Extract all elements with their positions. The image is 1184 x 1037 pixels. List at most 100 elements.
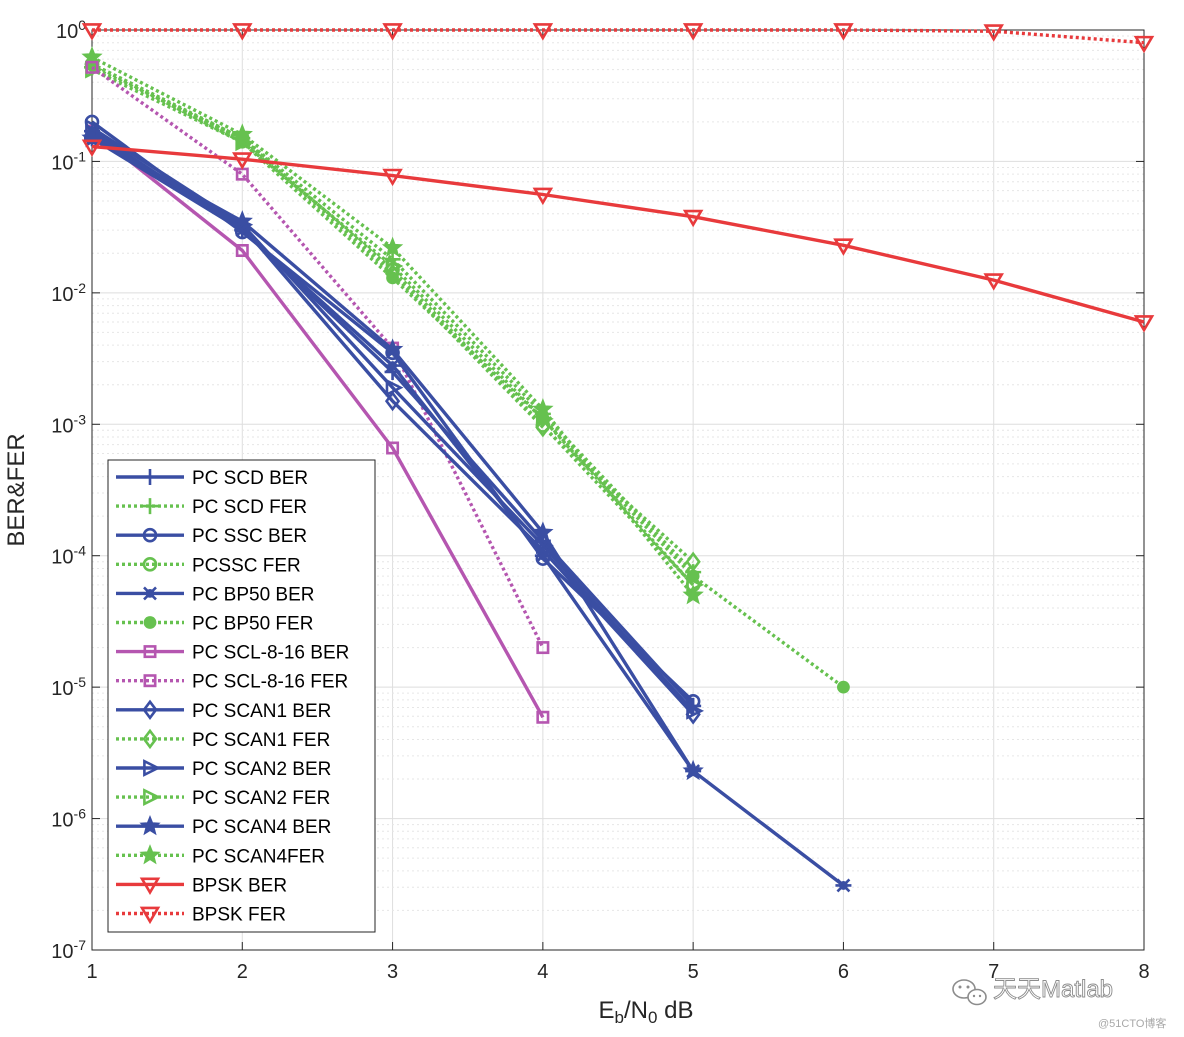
data-point — [682, 23, 704, 41]
data-point — [686, 701, 705, 720]
legend-entry: PC BP50 BER — [116, 584, 315, 605]
marker-triangle-right — [143, 788, 161, 807]
marker-star — [139, 814, 161, 836]
legend-entry: PC SCL-8-16 BER — [116, 643, 349, 664]
data-point — [85, 60, 99, 74]
marker-star — [381, 338, 404, 359]
legend-label: PCSSC FER — [192, 555, 301, 576]
marker-asterisk-core — [839, 881, 848, 890]
data-point — [232, 23, 253, 41]
legend-entry: PC BP50 FER — [116, 614, 313, 635]
series-line — [92, 28, 1145, 45]
x-axis-label-mid: /N — [624, 997, 648, 1024]
marker-triangle-down — [833, 238, 854, 256]
marker-diamond — [142, 699, 158, 720]
legend-entry: PC SCAN1 BER — [116, 699, 331, 722]
legend-label: PC SCAN4FER — [192, 846, 325, 867]
x-axis-label-main: E — [599, 997, 615, 1024]
legend-label: PC BP50 BER — [192, 584, 315, 605]
legend-label: PC SCL-8-16 FER — [192, 672, 348, 693]
data-point — [81, 127, 103, 148]
y-tick-label: 10-3 — [51, 411, 86, 437]
data-point — [535, 409, 554, 428]
marker-triangle-right — [385, 378, 404, 397]
data-point — [685, 551, 701, 572]
legend: PC SCD BER PC SCD FER PC SSC BER PCSSC FER P… — [107, 459, 376, 933]
marker-asterisk-core — [388, 361, 397, 370]
marker-triangle-down — [1133, 315, 1155, 333]
x-tick-label: 1 — [86, 961, 97, 983]
data-point — [384, 358, 401, 373]
legend-label: BPSK FER — [192, 905, 286, 926]
marker-star — [81, 127, 103, 148]
data-point — [983, 24, 1004, 42]
legend-entry: PCSSC FER — [116, 555, 301, 576]
marker-star — [682, 759, 704, 781]
series-line — [91, 144, 1145, 324]
legend-label: PC SCD FER — [192, 497, 307, 518]
marker-star — [231, 123, 253, 144]
y-tick-label: 10-5 — [51, 674, 86, 700]
data-point — [232, 152, 253, 170]
series-bpsk-fer — [81, 23, 1155, 54]
marker-square — [536, 710, 550, 724]
marker-circle — [142, 527, 158, 543]
legend-entry: PC SCAN2 FER — [116, 788, 330, 809]
marker-plus — [142, 469, 158, 485]
marker-triangle-down — [382, 23, 403, 41]
marker-triangle-down — [81, 139, 103, 158]
marker-plus — [142, 498, 158, 515]
marker-triangle-right — [535, 536, 554, 555]
legend-label: PC SCAN2 BER — [192, 759, 331, 780]
data-point — [382, 23, 403, 41]
x-axis-label-sub1: b — [615, 1008, 624, 1027]
data-point — [833, 238, 854, 256]
data-point — [385, 378, 404, 397]
legend-label: PC SCAN4 BER — [192, 817, 331, 838]
marker-square — [85, 60, 99, 74]
data-point — [682, 759, 704, 781]
x-tick-label: 2 — [237, 961, 248, 983]
series-bpsk-ber — [81, 139, 1155, 333]
plot-frame — [91, 29, 1145, 951]
legend-label: PC SCAN1 BER — [192, 701, 331, 722]
legend-entry: PC SCL-8-16 FER — [116, 672, 348, 693]
marker-triangle-down — [682, 209, 704, 228]
marker-triangle-down — [81, 23, 103, 41]
series-line — [91, 65, 545, 649]
data-point — [983, 273, 1004, 291]
watermark-text: 天天Matlab — [993, 976, 1113, 1003]
marker-triangle-right — [535, 409, 554, 428]
x-tick-label: 3 — [387, 961, 398, 983]
y-tick-label: 10-6 — [51, 806, 86, 832]
marker-dot — [143, 616, 157, 629]
marker-triangle-right — [686, 701, 705, 720]
marker-triangle-down — [382, 168, 403, 187]
data-point — [1133, 35, 1155, 54]
marker-diamond — [142, 728, 158, 750]
data-point — [1133, 315, 1155, 333]
legend-label: PC SCAN1 FER — [192, 730, 330, 751]
data-point — [81, 139, 103, 158]
legend-entry: PC SSC BER — [116, 526, 307, 547]
y-axis-label: BER&FER — [3, 433, 30, 546]
series-line — [91, 65, 695, 574]
series-layer — [81, 23, 1155, 893]
legend-label: PC BP50 FER — [192, 614, 313, 635]
data-point — [682, 209, 704, 228]
y-tick-label: 10-2 — [51, 280, 86, 306]
legend-entry: BPSK BER — [116, 875, 287, 896]
marker-triangle-down — [983, 273, 1004, 291]
marker-triangle-down — [983, 24, 1004, 42]
data-point — [532, 187, 554, 206]
data-point — [385, 257, 404, 275]
data-point — [536, 710, 550, 724]
data-point — [837, 680, 850, 694]
legend-entry: PC SCAN1 FER — [116, 728, 330, 751]
marker-square — [386, 441, 400, 455]
data-point — [384, 390, 401, 412]
marker-triangle-right — [385, 257, 404, 275]
marker-circle — [142, 556, 158, 572]
marker-star — [139, 844, 161, 865]
